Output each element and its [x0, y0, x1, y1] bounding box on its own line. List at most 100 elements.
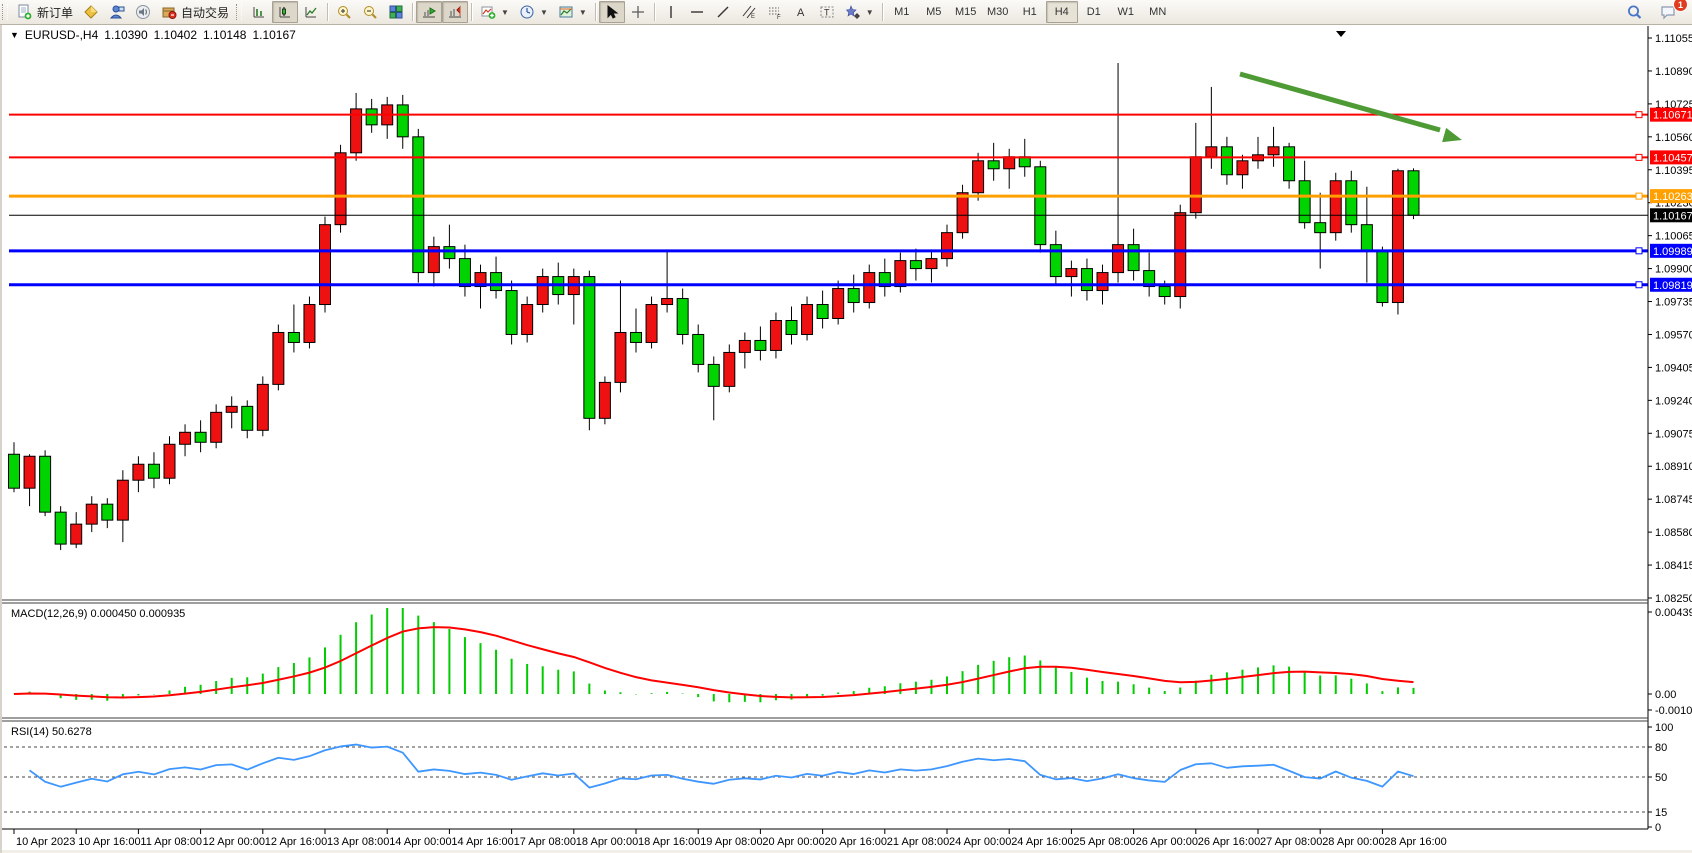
toolbar-grip	[236, 4, 243, 20]
trendline-button[interactable]	[710, 1, 736, 23]
cursor-button[interactable]	[598, 1, 625, 23]
tile-windows-button[interactable]	[383, 1, 409, 23]
time-axis-label: 20 Apr 00:00	[762, 836, 824, 848]
trend-arrow-head[interactable]	[1442, 127, 1462, 143]
svg-text:A: A	[797, 7, 805, 19]
text-button[interactable]: A	[788, 1, 814, 23]
indicators-button[interactable]: ▼	[475, 1, 514, 23]
candle-body	[816, 304, 829, 319]
candle-body	[1391, 170, 1404, 304]
candle-body	[256, 383, 269, 431]
notifications-button[interactable]: 1	[1654, 0, 1688, 23]
crosshair-button[interactable]	[625, 1, 651, 23]
shapes-button[interactable]: ▼	[840, 1, 879, 23]
periods-button[interactable]: ▼	[514, 1, 553, 23]
chevron-down-icon: ▼	[10, 30, 19, 40]
templates-chart-icon	[558, 4, 574, 20]
periods-clock-icon	[519, 4, 535, 20]
rsi-line	[29, 743, 1414, 789]
timeframe-w1-button[interactable]: W1	[1117, 6, 1134, 18]
line-chart-icon	[303, 4, 319, 20]
search-button[interactable]	[1621, 1, 1648, 23]
speaker-icon	[135, 4, 151, 20]
timeframe-h4-button[interactable]: H4	[1045, 1, 1078, 23]
autotrading-button[interactable]: 自动交易	[156, 1, 234, 23]
search-magnifier-icon	[1626, 4, 1643, 21]
candle-body	[1205, 146, 1218, 158]
text-label-button[interactable]: T	[814, 1, 840, 23]
candle-body	[1003, 156, 1016, 170]
vertical-line-button[interactable]	[658, 1, 684, 23]
time-axis-label: 19 Apr 08:00	[700, 836, 762, 848]
chart-shift-button[interactable]	[442, 1, 469, 23]
candle-body	[583, 276, 596, 419]
symbol-period-label: EURUSD-,H4	[24, 28, 99, 42]
candle-body	[1065, 268, 1078, 278]
time-axis-label: 17 Apr 08:00	[514, 836, 576, 848]
candlestick-chart-button[interactable]	[272, 1, 299, 23]
candle-body	[863, 272, 876, 304]
timeframe-m5-button[interactable]: M5	[926, 6, 942, 18]
chart-canvas[interactable]: 1.110551.108901.107251.105601.103951.102…	[2, 24, 1692, 853]
time-axis-label: 10 Apr 16:00	[78, 836, 140, 848]
candle-body	[1034, 166, 1047, 246]
new-order-button[interactable]: 新订单	[12, 1, 78, 23]
chart-menu-marker[interactable]	[1336, 31, 1346, 37]
trendline-icon	[715, 4, 731, 20]
candle-body	[1112, 244, 1125, 274]
line-handle[interactable]	[1635, 247, 1643, 255]
candle-body	[490, 272, 503, 292]
candle-body	[132, 463, 145, 481]
line-handle[interactable]	[1635, 192, 1643, 200]
price-axis-label: 1.08910	[1655, 461, 1692, 473]
horizontal-line-button[interactable]	[684, 1, 710, 23]
candle-body	[692, 333, 705, 365]
line-handle[interactable]	[1635, 153, 1643, 161]
line-handle[interactable]	[1635, 281, 1643, 289]
candle-body	[116, 479, 129, 521]
candle-body	[1143, 270, 1156, 288]
price-badge-label: 1.09819	[1653, 280, 1692, 292]
price-badge	[1650, 243, 1692, 258]
line-handle[interactable]	[1635, 111, 1643, 119]
timeframe-m1-button[interactable]: M1	[894, 6, 910, 18]
timeframe-m15-button[interactable]: M15	[955, 6, 977, 18]
price-badge	[1650, 189, 1692, 204]
auto-scroll-button[interactable]	[416, 1, 443, 23]
candle-body	[878, 272, 891, 288]
candle-body	[70, 523, 83, 545]
candle-body	[147, 463, 160, 479]
trend-arrow-annotation[interactable]	[1239, 71, 1441, 133]
candle-body	[738, 339, 751, 353]
candle-body	[972, 160, 985, 194]
candle-body	[241, 405, 254, 431]
zoom-in-button[interactable]	[331, 1, 357, 23]
fibonacci-icon: F	[767, 4, 783, 20]
candle-body	[754, 339, 767, 351]
metaeditor-button[interactable]	[78, 1, 104, 23]
candle-body	[661, 298, 674, 306]
candle-body	[179, 431, 192, 445]
timeframe-mn-button[interactable]: MN	[1149, 6, 1167, 18]
sounds-button[interactable]	[130, 1, 156, 23]
templates-button[interactable]: ▼	[553, 1, 592, 23]
price-axis-label: 1.10560	[1655, 132, 1692, 144]
time-axis-label: 26 Apr 00:00	[1136, 836, 1198, 848]
candle-body	[1189, 156, 1202, 214]
line-chart-button[interactable]	[298, 1, 324, 23]
equidistant-channel-button[interactable]: E	[736, 1, 762, 23]
strategy-tester-button[interactable]	[104, 1, 130, 23]
zoom-out-button[interactable]	[357, 1, 383, 23]
candle-body	[474, 272, 487, 288]
price-badge	[1650, 107, 1692, 122]
price-axis-label: 1.10890	[1655, 66, 1692, 78]
timeframe-m30-button[interactable]: M30	[987, 6, 1009, 18]
fibonacci-button[interactable]: F	[762, 1, 788, 23]
price-axis-label: 1.10395	[1655, 165, 1692, 177]
timeframe-d1-button[interactable]: D1	[1086, 6, 1101, 18]
bar-chart-icon	[251, 4, 267, 20]
price-badge	[1650, 150, 1692, 165]
bar-chart-button[interactable]	[246, 1, 272, 23]
timeframe-h1-button[interactable]: H1	[1022, 6, 1037, 18]
